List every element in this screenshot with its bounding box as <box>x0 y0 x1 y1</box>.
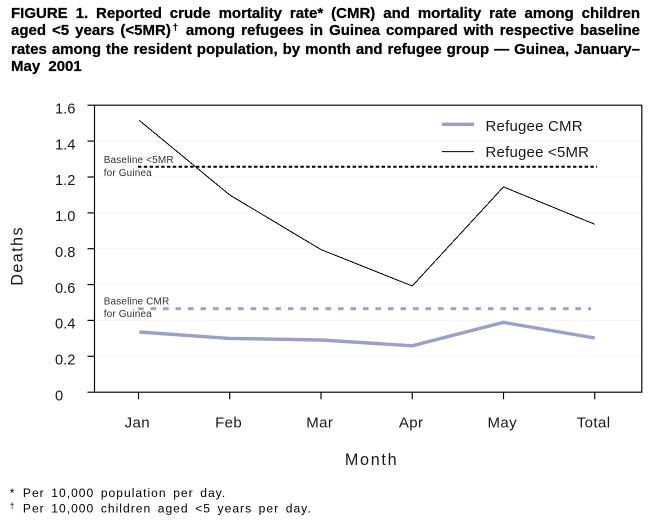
svg-text:0.8: 0.8 <box>55 245 75 261</box>
svg-text:Jan: Jan <box>125 414 150 431</box>
svg-text:Feb: Feb <box>215 414 242 431</box>
svg-text:0.6: 0.6 <box>55 281 75 297</box>
svg-text:Baseline <5MR: Baseline <5MR <box>104 155 174 166</box>
svg-text:for Guinea: for Guinea <box>104 309 152 320</box>
svg-text:Refugee CMR: Refugee CMR <box>486 118 583 135</box>
svg-text:Baseline CMR: Baseline CMR <box>104 296 170 307</box>
svg-text:1.6: 1.6 <box>55 101 75 117</box>
svg-text:0: 0 <box>55 388 63 404</box>
svg-text:Deaths: Deaths <box>9 226 27 286</box>
svg-text:1.0: 1.0 <box>55 209 75 225</box>
svg-text:Total: Total <box>577 414 611 431</box>
svg-text:0.4: 0.4 <box>55 317 75 333</box>
svg-text:*Per 10,000 population per day: * Per 10,000 population per day. <box>10 486 226 500</box>
svg-text:1.2: 1.2 <box>55 173 75 189</box>
svg-text:Per 10,000 children aged <5 ye: Per 10,000 children aged <5 years per da… <box>23 502 312 516</box>
svg-text:Apr: Apr <box>399 414 424 431</box>
svg-text:May: May <box>488 414 518 431</box>
svg-text:Month: Month <box>345 451 399 469</box>
svg-text:Refugee <5MR: Refugee <5MR <box>486 144 590 161</box>
svg-text:Mar: Mar <box>306 414 333 431</box>
svg-text:for Guinea: for Guinea <box>104 168 152 179</box>
svg-text:0.2: 0.2 <box>55 353 75 369</box>
svg-text:†: † <box>10 501 16 511</box>
svg-text:1.4: 1.4 <box>55 137 75 153</box>
